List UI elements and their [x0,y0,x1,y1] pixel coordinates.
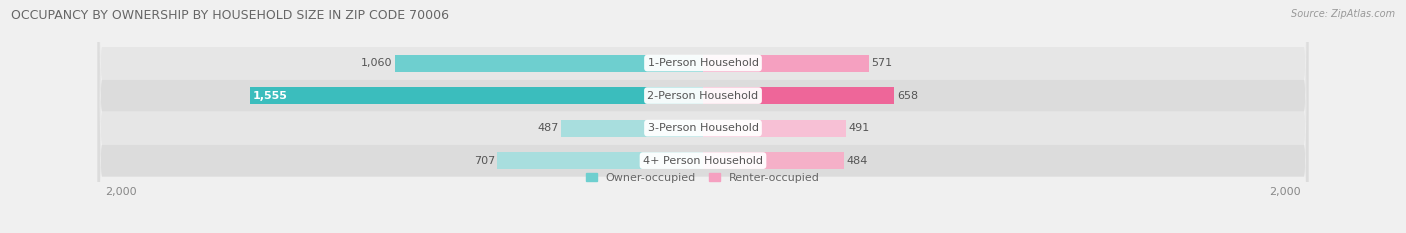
Text: 658: 658 [897,91,918,101]
Bar [561,120,703,137]
Text: 1,555: 1,555 [253,91,288,101]
Text: 484: 484 [846,156,868,166]
Bar [703,152,844,169]
Text: 487: 487 [537,123,560,133]
Bar [498,152,703,169]
Text: 1,060: 1,060 [361,58,392,68]
FancyBboxPatch shape [97,0,1309,233]
Text: Source: ZipAtlas.com: Source: ZipAtlas.com [1291,9,1395,19]
FancyBboxPatch shape [97,0,1309,233]
Bar [250,87,703,104]
Bar [395,55,703,72]
Text: 1-Person Household: 1-Person Household [648,58,758,68]
Text: 3-Person Household: 3-Person Household [648,123,758,133]
Bar [703,55,869,72]
Text: 707: 707 [474,156,495,166]
Bar [703,120,846,137]
Bar [703,87,894,104]
Text: 4+ Person Household: 4+ Person Household [643,156,763,166]
Legend: Owner-occupied, Renter-occupied: Owner-occupied, Renter-occupied [581,168,825,187]
Text: OCCUPANCY BY OWNERSHIP BY HOUSEHOLD SIZE IN ZIP CODE 70006: OCCUPANCY BY OWNERSHIP BY HOUSEHOLD SIZE… [11,9,450,22]
FancyBboxPatch shape [97,0,1309,233]
Text: 491: 491 [848,123,869,133]
FancyBboxPatch shape [97,0,1309,233]
Text: 571: 571 [872,58,893,68]
Text: 2-Person Household: 2-Person Household [647,91,759,101]
